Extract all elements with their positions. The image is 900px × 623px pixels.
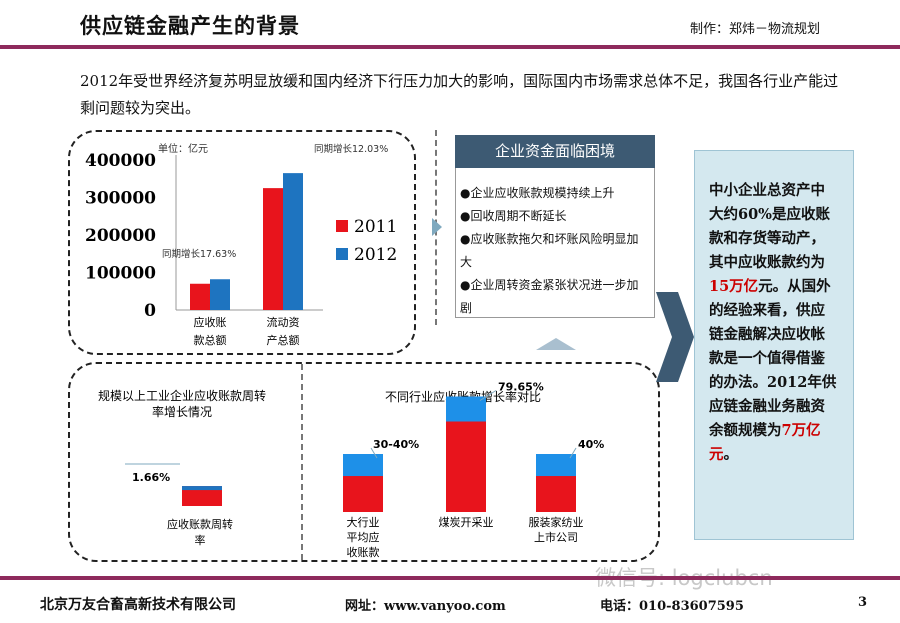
chart-title: 率增长情况 <box>152 404 212 419</box>
growth-annotation: 同期增长12.03% <box>314 143 388 155</box>
bullet-icon: ● <box>460 209 471 223</box>
data-label: 1.66% <box>132 471 170 484</box>
footer-phone: 电话：010-83607595 <box>600 599 744 614</box>
data-label: 40% <box>578 438 604 451</box>
bar-cap <box>343 454 383 477</box>
footer-rule <box>0 576 900 580</box>
list-item: ●企业应收账款规模持续上升 <box>460 186 615 200</box>
unit-label: 单位：亿元 <box>158 142 208 155</box>
bar-cap <box>536 454 576 477</box>
y-tick-label: 200000 <box>85 226 156 246</box>
arrow-right-big-icon <box>656 292 694 382</box>
legend-swatch <box>336 220 348 232</box>
footer-website: 网址：www.vanyoo.com <box>345 599 506 614</box>
x-category-label: 平均应 <box>347 530 380 544</box>
intro-paragraph: 2012年受世界经济复苏明显放缓和国内经济下行压力加大的影响，国际国内市场需求总… <box>80 72 839 117</box>
bar <box>182 486 222 506</box>
y-tick-label: 300000 <box>85 189 156 209</box>
growth-annotation: 同期增长17.63% <box>162 248 236 260</box>
x-category-label: 服装家纺业 <box>529 515 584 529</box>
chart-title: 规模以上工业企业应收账款周转 <box>98 388 266 403</box>
data-label: 79.65% <box>498 381 544 394</box>
arrow-up-icon <box>536 338 576 350</box>
x-category-label: 款总额 <box>194 333 227 347</box>
bar-cap <box>446 396 486 422</box>
legend-label: 2012 <box>354 245 397 265</box>
list-item: ●回收周期不断延长 <box>460 209 567 223</box>
page-number: 3 <box>858 595 868 610</box>
highlight-scale: 7万亿元 <box>709 422 821 463</box>
bullet-icon: ● <box>460 232 471 246</box>
y-tick-label: 100000 <box>85 264 156 284</box>
x-category-label: 产总额 <box>267 333 300 347</box>
x-category-label: 应收账款周转 <box>167 517 233 531</box>
leader-line <box>370 447 378 459</box>
top-chart-box <box>68 130 416 355</box>
bar <box>263 188 283 310</box>
x-category-label: 流动资 <box>267 315 300 329</box>
chart-title: 不同行业应收账款增长率对比 <box>385 389 541 404</box>
leader-line <box>569 447 577 459</box>
footer-company: 北京万友合畜高新技术有限公司 <box>40 597 236 613</box>
x-category-label: 上市公司 <box>534 530 578 544</box>
leader-line <box>479 390 497 401</box>
header-rule <box>0 45 900 49</box>
arrow-right-icon <box>432 218 442 236</box>
bullet-icon: ● <box>460 186 471 200</box>
bar-cap <box>182 486 222 491</box>
x-category-label: 收账款 <box>347 545 380 559</box>
bar <box>210 279 230 310</box>
list-item: ●企业周转资金紧张状况进一步加剧 <box>460 278 639 315</box>
x-category-label: 率 <box>195 533 206 547</box>
summary-box: 中小企业总资产中大约60%是应收账款和存货等动产，其中应收账款约为15万亿元。从… <box>694 150 854 540</box>
bullet-icon: ● <box>460 278 471 292</box>
highlight-amount: 15万亿 <box>709 278 759 295</box>
environment-list: ●企业应收账款规模持续上升 ●回收周期不断延长 ●应收账款拖欠和坏账风险明显加大… <box>455 168 655 318</box>
data-label: 30-40% <box>373 438 419 451</box>
legend-label: 2011 <box>354 217 397 237</box>
list-item: ●应收账款拖欠和坏账风险明显加大 <box>460 232 639 269</box>
x-category-label: 大行业 <box>347 515 380 529</box>
legend-swatch <box>336 248 348 260</box>
x-category-label: 煤炭开采业 <box>439 516 494 529</box>
bottom-divider <box>301 364 303 560</box>
author-credit: 制作：郑炜－物流规划 <box>690 22 821 37</box>
environment-header: 企业资金面临困境 <box>455 135 655 168</box>
page-title: 供应链金融产生的背景 <box>80 13 300 38</box>
y-tick-label: 0 <box>144 301 156 321</box>
x-category-label: 应收账 <box>194 315 227 329</box>
bar <box>283 173 303 310</box>
bar <box>190 283 210 310</box>
y-tick-label: 400000 <box>85 151 156 171</box>
bottom-chart-box <box>68 362 660 562</box>
